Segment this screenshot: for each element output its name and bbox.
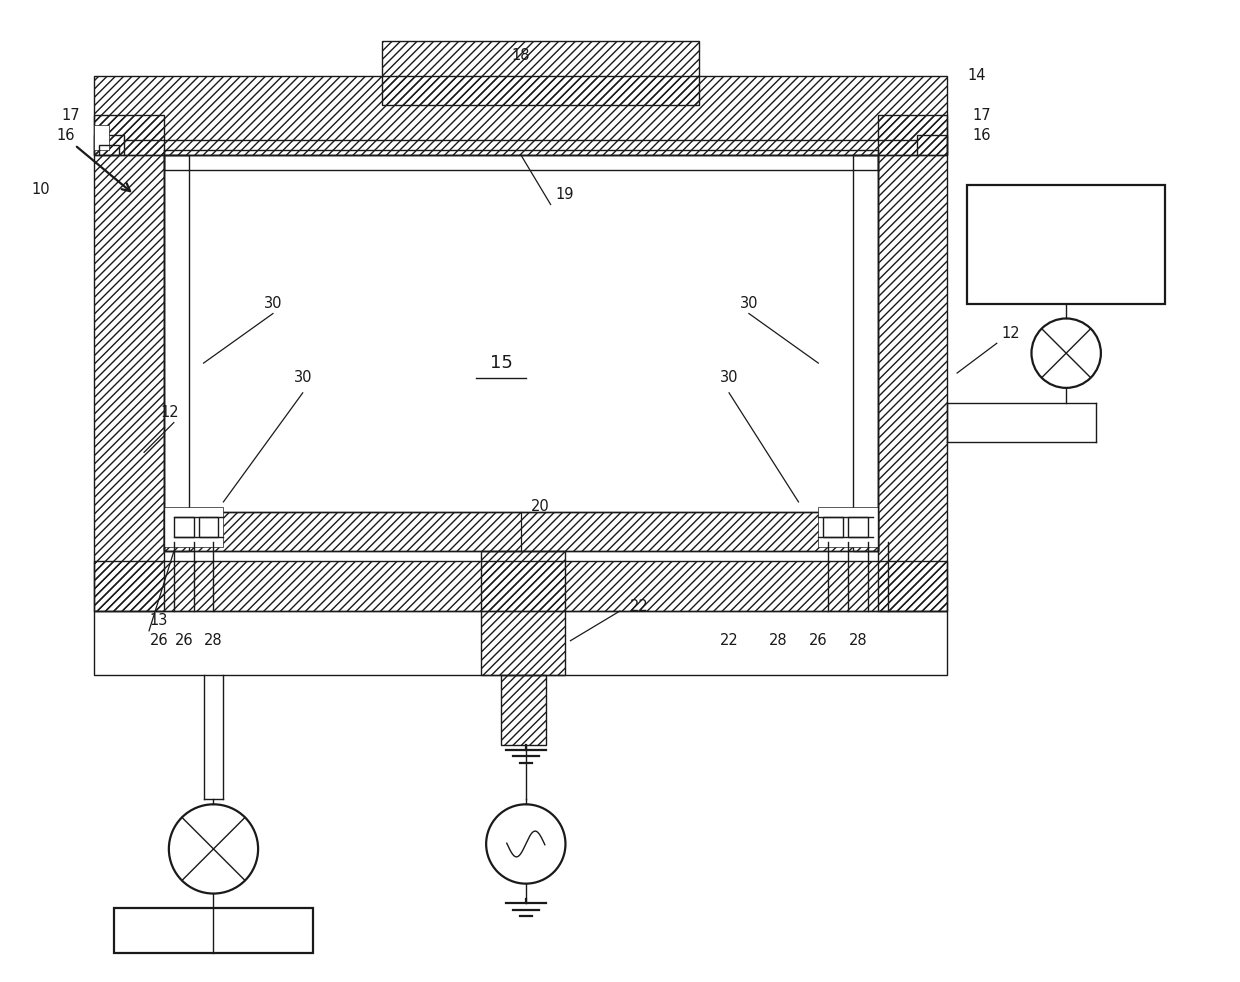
Text: 28: 28 — [848, 633, 867, 648]
Text: 18: 18 — [512, 48, 529, 63]
Text: 15: 15 — [490, 355, 512, 372]
Text: 16: 16 — [56, 128, 74, 142]
Bar — [164, 512, 878, 552]
Text: 26: 26 — [808, 633, 827, 648]
Bar — [164, 155, 878, 170]
Text: 10: 10 — [31, 182, 50, 197]
Text: 28: 28 — [769, 633, 787, 648]
Bar — [94, 115, 164, 611]
Text: 30: 30 — [264, 297, 283, 311]
Text: 22: 22 — [719, 633, 739, 648]
Text: 17: 17 — [972, 108, 991, 123]
Bar — [94, 76, 947, 155]
Bar — [501, 676, 546, 744]
Text: 16: 16 — [972, 128, 991, 142]
Bar — [164, 155, 188, 552]
Text: 30: 30 — [294, 370, 312, 386]
Text: 12: 12 — [160, 406, 179, 420]
Bar — [967, 185, 1166, 303]
Bar — [878, 115, 947, 611]
Bar — [99, 145, 119, 155]
Text: 30: 30 — [719, 370, 738, 386]
Bar — [94, 611, 947, 676]
Bar — [94, 125, 109, 150]
Text: 22: 22 — [630, 598, 649, 614]
Text: 26: 26 — [175, 633, 193, 648]
Bar — [94, 562, 947, 611]
Text: 19: 19 — [556, 187, 574, 202]
Bar — [114, 908, 312, 954]
Bar — [382, 41, 699, 105]
Bar — [853, 155, 878, 552]
Bar — [174, 517, 193, 536]
Bar — [818, 507, 878, 547]
Bar — [198, 517, 218, 536]
Bar — [94, 136, 124, 155]
Text: 17: 17 — [61, 108, 79, 123]
Bar — [164, 512, 878, 552]
Bar — [848, 517, 868, 536]
Text: 26: 26 — [150, 633, 169, 648]
Text: 13: 13 — [149, 614, 167, 628]
Text: 14: 14 — [967, 68, 986, 83]
Bar — [823, 517, 843, 536]
Text: 12: 12 — [1002, 326, 1021, 341]
Bar — [918, 136, 947, 155]
Bar — [481, 552, 565, 676]
Text: 20: 20 — [531, 500, 549, 515]
Bar — [164, 507, 223, 547]
Text: 30: 30 — [739, 297, 758, 311]
Text: 28: 28 — [205, 633, 223, 648]
